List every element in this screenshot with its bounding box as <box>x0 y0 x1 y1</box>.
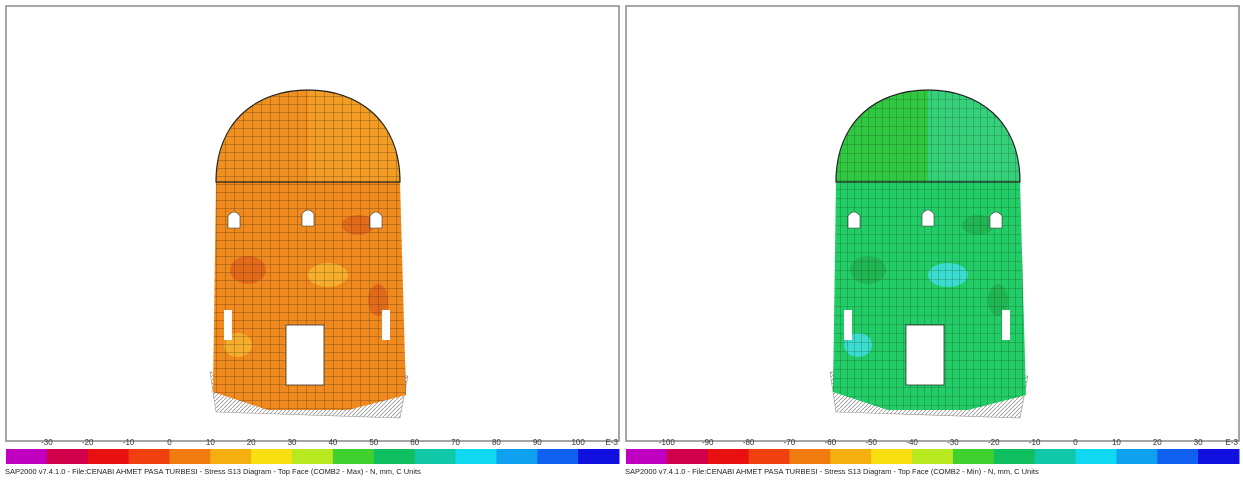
legend-label: -10 <box>123 438 135 447</box>
legend-swatch <box>455 449 497 464</box>
legend-swatch <box>373 449 416 464</box>
legend-label: -10 <box>1029 438 1041 447</box>
door <box>905 324 945 386</box>
legend-label: 20 <box>1153 438 1162 447</box>
legend-swatch <box>871 449 913 464</box>
side-opening <box>382 310 390 340</box>
legend-swatch <box>993 449 1036 464</box>
legend-swatch <box>496 449 538 464</box>
legend-label: 90 <box>533 438 542 447</box>
legend-swatch <box>952 449 995 464</box>
status-caption: SAP2000 v7.4.1.0 - File:CENABI AHMET PAS… <box>625 467 1039 476</box>
status-caption: SAP2000 v7.4.1.0 - File:CENABI AHMET PAS… <box>5 467 421 476</box>
legend-label: -50 <box>865 438 877 447</box>
legend-swatch <box>210 449 252 464</box>
legend-label: -60 <box>825 438 837 447</box>
window <box>989 211 1003 229</box>
legend-swatch <box>128 449 170 464</box>
dome-mesh <box>215 89 401 183</box>
legend-label: 0 <box>1073 438 1078 447</box>
legend-swatch <box>626 449 668 464</box>
legend-swatch <box>414 449 457 464</box>
legend-swatch <box>537 449 579 464</box>
legend-label: 0 <box>167 438 172 447</box>
legend-label: -30 <box>41 438 53 447</box>
window <box>847 211 861 229</box>
side-opening <box>1002 310 1010 340</box>
legend-swatch <box>912 449 954 464</box>
legend-swatch <box>748 449 790 464</box>
legend-swatch <box>578 449 620 464</box>
legend-label: 100 <box>571 438 585 447</box>
legend-label: 10 <box>1112 438 1121 447</box>
side-opening <box>844 310 852 340</box>
dome-mesh <box>835 89 1021 183</box>
legend-swatch <box>87 449 130 464</box>
window <box>227 211 241 229</box>
legend-label: -100 <box>659 438 676 447</box>
legend-swatch <box>251 449 293 464</box>
legend-label: 70 <box>451 438 460 447</box>
legend-label: 20 <box>247 438 256 447</box>
legend-swatch <box>46 449 89 464</box>
legend-swatch <box>1075 449 1117 464</box>
side-opening <box>224 310 232 340</box>
legend-swatch <box>6 449 48 464</box>
legend-label: E-3 <box>1226 438 1239 447</box>
legend-label: -80 <box>743 438 755 447</box>
legend-label: 60 <box>410 438 419 447</box>
legend-swatch <box>169 449 211 464</box>
legend-swatch <box>1116 449 1158 464</box>
legend-swatch <box>1034 449 1077 464</box>
legend-label: -40 <box>906 438 918 447</box>
legend-label: -30 <box>947 438 959 447</box>
legend-label: -90 <box>702 438 714 447</box>
legend-label: 30 <box>288 438 297 447</box>
structure-model <box>829 89 1029 419</box>
legend-label: -70 <box>784 438 796 447</box>
legend-swatch <box>830 449 872 464</box>
door <box>285 324 325 386</box>
legend-label: 80 <box>492 438 501 447</box>
body-mesh <box>213 182 406 410</box>
legend-label: 40 <box>328 438 337 447</box>
legend-swatch <box>666 449 709 464</box>
legend-swatch <box>1157 449 1199 464</box>
structure-model <box>209 89 409 419</box>
legend-swatch <box>1198 449 1240 464</box>
legend-swatch <box>789 449 831 464</box>
legend-label: -20 <box>988 438 1000 447</box>
window <box>369 211 383 229</box>
window <box>921 209 935 227</box>
legend-label: E-3 <box>606 438 619 447</box>
legend-label: -20 <box>82 438 94 447</box>
legend-swatch <box>332 449 375 464</box>
panel: -30 -20 -10 0 10 20 30 40 50 60 70 80 90 100 E-3 SAP200… <box>5 5 620 476</box>
legend-swatch <box>292 449 334 464</box>
window <box>301 209 315 227</box>
legend-label: 50 <box>369 438 378 447</box>
legend-swatch <box>707 449 750 464</box>
legend-label: 10 <box>206 438 215 447</box>
panel: -100 -90 -80 -70 -60 -50 -40 -30 -20 -10 0 10 20 30 E-… <box>625 5 1240 476</box>
body-mesh <box>833 182 1026 410</box>
legend-label: 30 <box>1194 438 1203 447</box>
